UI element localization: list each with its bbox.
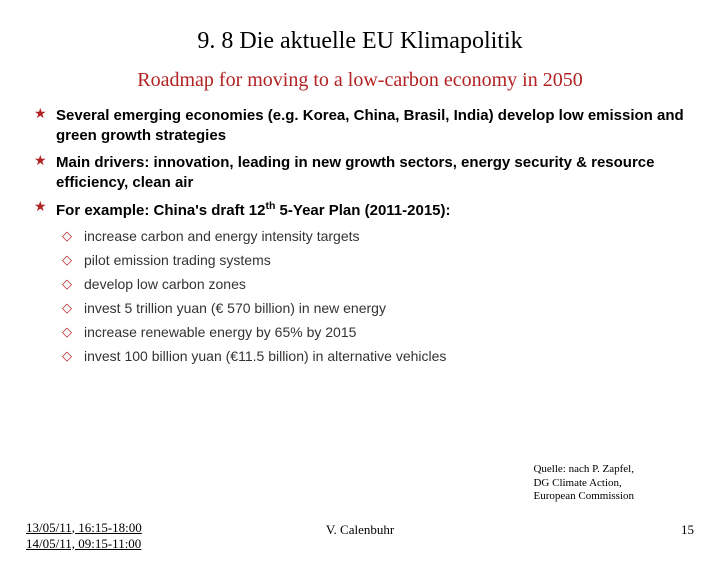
source-line: Quelle: nach P. Zapfel, — [533, 463, 634, 477]
diamond-icon: ◇ — [62, 275, 84, 293]
diamond-icon: ◇ — [62, 347, 84, 365]
sub-text: pilot emission trading systems — [84, 251, 271, 270]
bullet-text: Several emerging economies (e.g. Korea, … — [56, 106, 690, 147]
star-icon: ★ — [30, 153, 56, 172]
bullet-item: ★ Several emerging economies (e.g. Korea… — [30, 106, 690, 147]
source-line: DG Climate Action, — [533, 477, 634, 491]
sub-item: ◇ increase carbon and energy intensity t… — [30, 227, 690, 246]
diamond-icon: ◇ — [62, 299, 84, 317]
diamond-icon: ◇ — [62, 227, 84, 245]
slide-subtitle: Roadmap for moving to a low-carbon econo… — [0, 69, 720, 92]
sub-text: invest 100 billion yuan (€11.5 billion) … — [84, 347, 446, 366]
sub-text: increase carbon and energy intensity tar… — [84, 227, 360, 246]
source-citation: Quelle: nach P. Zapfel, DG Climate Actio… — [533, 463, 634, 504]
sub-text: develop low carbon zones — [84, 275, 246, 294]
star-icon: ★ — [30, 106, 56, 125]
footer-dates: 13/05/11, 16:15-18:00 14/05/11, 09:15-11… — [26, 520, 142, 553]
sub-text: invest 5 trillion yuan (€ 570 billion) i… — [84, 299, 386, 318]
bullet-item: ★ Main drivers: innovation, leading in n… — [30, 153, 690, 194]
footer-author: V. Calenbuhr — [326, 522, 394, 538]
star-icon: ★ — [30, 199, 56, 218]
bullet-text-post: 5-Year Plan (2011-2015): — [275, 202, 450, 219]
footer-date-2: 14/05/11, 09:15-11:00 — [26, 536, 142, 552]
footer-date-1: 13/05/11, 16:15-18:00 — [26, 520, 142, 536]
bullet-text: Main drivers: innovation, leading in new… — [56, 153, 690, 194]
slide-title: 9. 8 Die aktuelle EU Klimapolitik — [0, 28, 720, 55]
sub-item: ◇ invest 5 trillion yuan (€ 570 billion)… — [30, 299, 690, 318]
bullet-text: For example: China's draft 12th 5-Year P… — [56, 199, 451, 221]
sub-item: ◇ increase renewable energy by 65% by 20… — [30, 323, 690, 342]
slide-content: ★ Several emerging economies (e.g. Korea… — [0, 106, 720, 366]
sub-item: ◇ invest 100 billion yuan (€11.5 billion… — [30, 347, 690, 366]
bullet-text-pre: For example: China's draft 12 — [56, 202, 265, 219]
bullet-item: ★ For example: China's draft 12th 5-Year… — [30, 199, 690, 221]
footer-page-number: 15 — [681, 522, 694, 538]
sub-text: increase renewable energy by 65% by 2015 — [84, 323, 356, 342]
bullet-sup: th — [265, 200, 275, 212]
sub-item: ◇ develop low carbon zones — [30, 275, 690, 294]
diamond-icon: ◇ — [62, 323, 84, 341]
sub-item: ◇ pilot emission trading systems — [30, 251, 690, 270]
source-line: European Commission — [533, 490, 634, 504]
diamond-icon: ◇ — [62, 251, 84, 269]
